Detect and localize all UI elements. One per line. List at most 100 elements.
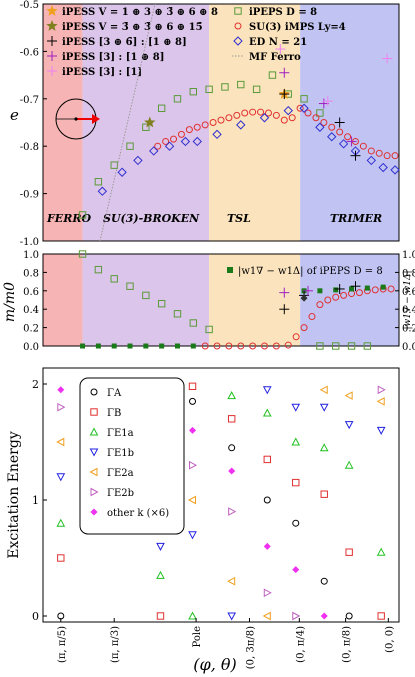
mag-point-s0 — [157, 299, 166, 308]
exc-point — [56, 473, 66, 482]
exc-point — [344, 460, 354, 469]
mag-y2label: |w1∇ − w1Δ| — [403, 271, 413, 330]
exc-legend-marker-3 — [89, 448, 99, 457]
energy-point-s1 — [249, 108, 257, 116]
exc-xtick-label: (0, π/4) — [295, 626, 306, 663]
mag-point-s1 — [308, 313, 316, 321]
energy-point-s1 — [217, 116, 225, 124]
legend-right-label-0: iPEPS D = 8 — [249, 7, 317, 18]
energy-point-s0 — [110, 161, 118, 169]
energy-point-s4 — [144, 116, 156, 128]
exc-point — [291, 437, 301, 446]
phase-region-2 — [209, 4, 301, 241]
exc-point — [228, 467, 236, 475]
exc-legend-label-6: other k (×6) — [107, 508, 169, 519]
exc-point — [263, 588, 272, 598]
exc-point — [291, 403, 301, 412]
exc-legend-label-4: ΓE2a — [107, 468, 134, 479]
energy-point-s1 — [367, 147, 375, 155]
energy-point-s1 — [193, 123, 201, 131]
mag-point-s2 — [174, 343, 180, 349]
energy-point-s7 — [322, 96, 333, 107]
energy-point-s2 — [390, 165, 400, 175]
mag-ytick-label: 0.8 — [23, 268, 39, 279]
mag-point-s0 — [363, 342, 372, 350]
exc-point — [156, 612, 165, 620]
legend-left-marker-4 — [47, 66, 57, 76]
exc-point — [319, 385, 328, 395]
legend-right-label-3: MF Ferro — [249, 52, 301, 63]
exc-xlabel: (φ, θ) — [193, 655, 237, 674]
exc-point — [57, 402, 66, 412]
phase-label-0: FERRO — [46, 212, 91, 225]
mag-y2tick-label: 0.6 — [402, 287, 415, 298]
energy-point-s2 — [192, 136, 202, 147]
mag-point-s2 — [95, 343, 101, 349]
energy-point-s1 — [312, 114, 320, 122]
exc-legend-marker-6 — [90, 508, 98, 516]
energy-point-s2 — [259, 113, 270, 123]
mag-point-s5 — [300, 294, 308, 302]
exc-xtick-label: (π, π/3) — [110, 626, 121, 663]
energy-point-s0 — [316, 109, 324, 117]
exc-ylabel: Excitation Energy — [6, 431, 22, 559]
energy-ylabel: e — [10, 106, 19, 124]
mag-y2tick-label: 0.8 — [402, 268, 415, 279]
legend-left-label-0: iPESS V = 1 ⊕ 3 ⊕ 3̄ ⊕ 6 ⊕ 8 — [62, 7, 218, 18]
mag-point-s1 — [387, 285, 395, 293]
exc-point — [188, 382, 197, 391]
exc-legend-marker-4 — [89, 467, 98, 477]
energy-panel: e -1.0 -0.9 -0.8 -0.7 -0.6 -0.5 FERRO SU(3)-BR… — [10, 0, 400, 248]
energy-point-s2 — [117, 167, 127, 177]
exc-point — [376, 397, 385, 406]
mag-point-s0 — [332, 342, 340, 350]
energy-point-s0 — [205, 85, 213, 94]
legend-left-label-1: iPESS V = 3̄ ⊕ 3̄ ⊕ 6 ⊕ 15̄ — [62, 22, 203, 33]
energy-point-s6 — [346, 136, 357, 147]
mag-point-s0 — [94, 265, 103, 274]
energy-point-s1 — [241, 109, 249, 117]
energy-point-s0 — [94, 178, 103, 186]
energy-point-s1 — [264, 109, 272, 117]
exc-point — [376, 547, 386, 556]
energy-point-s1 — [375, 149, 383, 157]
legend-left-marker-0 — [46, 5, 58, 16]
energy-point-s1 — [359, 142, 367, 150]
mag-point-s2 — [159, 343, 165, 349]
energy-point-s1 — [383, 152, 391, 160]
exc-point — [156, 542, 165, 551]
energy-point-s0 — [173, 95, 182, 103]
mag-point-s4 — [279, 287, 290, 298]
mag-point-s3 — [350, 281, 361, 292]
energy-point-s5 — [279, 89, 290, 100]
energy-point-s2 — [97, 186, 108, 196]
exc-legend-label-2: ΓE1a — [107, 428, 134, 439]
mag-point-s0 — [142, 291, 150, 300]
excitation-legend: ΓA ΓB ΓE1a ΓE1b ΓE2a ΓE2b other k (×6) — [79, 377, 185, 535]
exc-point — [262, 611, 271, 621]
exc-point — [377, 612, 385, 620]
exc-legend-marker-5 — [90, 487, 99, 497]
energy-point-s0 — [157, 104, 166, 112]
mag-phase-region-1 — [82, 254, 210, 346]
exc-point — [189, 426, 197, 434]
exc-xtick-label: (0, 3π/8) — [245, 626, 256, 669]
exc-point — [56, 437, 65, 447]
energy-ytick-label: -0.5 — [20, 0, 39, 11]
energy-point-s1 — [233, 111, 241, 119]
energy-point-s1 — [344, 133, 352, 141]
mag-point-s0 — [110, 275, 118, 283]
energy-point-s0 — [237, 80, 245, 89]
legend-left: iPESS V = 1 ⊕ 3 ⊕ 3̄ ⊕ 6 ⊕ 8 iPESS V = 3̄… — [46, 5, 218, 78]
mag-point-s1 — [261, 342, 269, 350]
legend-right: iPEPS D = 8 SU(3) iMPS Ly=4 ED N = 21 MF Fe… — [232, 7, 346, 63]
exc-point — [57, 554, 65, 562]
energy-point-s1 — [162, 137, 170, 145]
energy-point-s1 — [154, 142, 162, 150]
energy-point-s2 — [327, 132, 337, 142]
energy-point-s1 — [185, 126, 193, 134]
mag-ytick-label: 0.0 — [23, 342, 39, 353]
mag-phase-region-0 — [43, 254, 83, 346]
phase-region-0 — [43, 4, 83, 241]
